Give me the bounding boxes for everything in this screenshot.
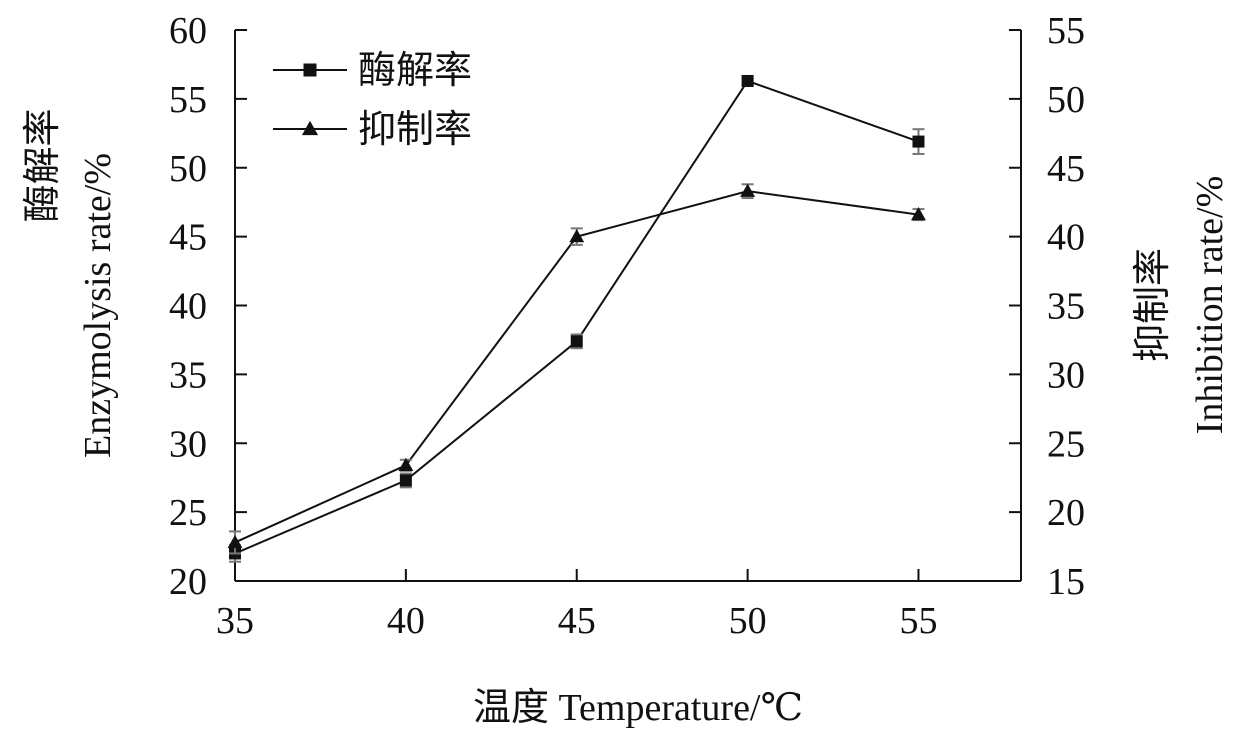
data-point-triangle [740, 183, 756, 197]
y-left-tick-label: 60 [169, 10, 207, 52]
data-point-triangle [911, 207, 926, 221]
legend-marker-square [303, 63, 317, 77]
data-point-triangle [569, 229, 585, 243]
legend-label: 抑制率 [358, 109, 472, 151]
data-point-square [912, 135, 925, 148]
y-right-tick-label: 25 [1047, 423, 1085, 465]
y-left-tick-label: 35 [169, 354, 207, 396]
y-right-title-en: Inhibition rate/% [1189, 176, 1231, 435]
y-right-tick-label: 40 [1047, 217, 1085, 259]
x-tick-label: 40 [387, 600, 425, 642]
y-left-tick-label: 40 [169, 286, 207, 328]
y-right-tick-label: 20 [1047, 492, 1085, 534]
x-tick-label: 35 [216, 600, 254, 642]
y-right-tick-label: 55 [1047, 10, 1085, 52]
y-right-tick-label: 15 [1047, 561, 1085, 603]
legend-marker-triangle [301, 120, 319, 136]
series-line-1 [234, 79, 919, 555]
y-right-tick-label: 30 [1047, 354, 1085, 396]
y-left-tick-label: 45 [169, 217, 207, 259]
data-point-square [570, 335, 583, 348]
y-left-title-cn: 酶解率 [22, 108, 64, 222]
y-right-tick-label: 35 [1047, 286, 1085, 328]
y-right-tick-label: 45 [1047, 148, 1085, 190]
y-left-tick-label: 20 [169, 561, 207, 603]
y-right-title-cn: 抑制率 [1132, 248, 1174, 362]
y-left-title-en: Enzymolysis rate/% [77, 153, 119, 458]
x-tick-label: 55 [899, 600, 937, 642]
x-tick-label: 50 [729, 600, 767, 642]
data-point-square [741, 74, 754, 87]
y-left-tick-label: 25 [169, 492, 207, 534]
y-right-tick-label: 50 [1047, 79, 1085, 121]
data-point-triangle [227, 534, 243, 549]
legend-label: 酶解率 [358, 50, 472, 92]
y-left-tick-label: 50 [169, 148, 207, 190]
x-axis-title: 温度 Temperature/℃ [473, 687, 803, 729]
data-point-triangle [398, 457, 414, 471]
y-left-tick-label: 30 [169, 423, 207, 465]
data-point-square [399, 474, 412, 487]
x-tick-label: 45 [558, 600, 596, 642]
y-left-tick-label: 55 [169, 79, 207, 121]
